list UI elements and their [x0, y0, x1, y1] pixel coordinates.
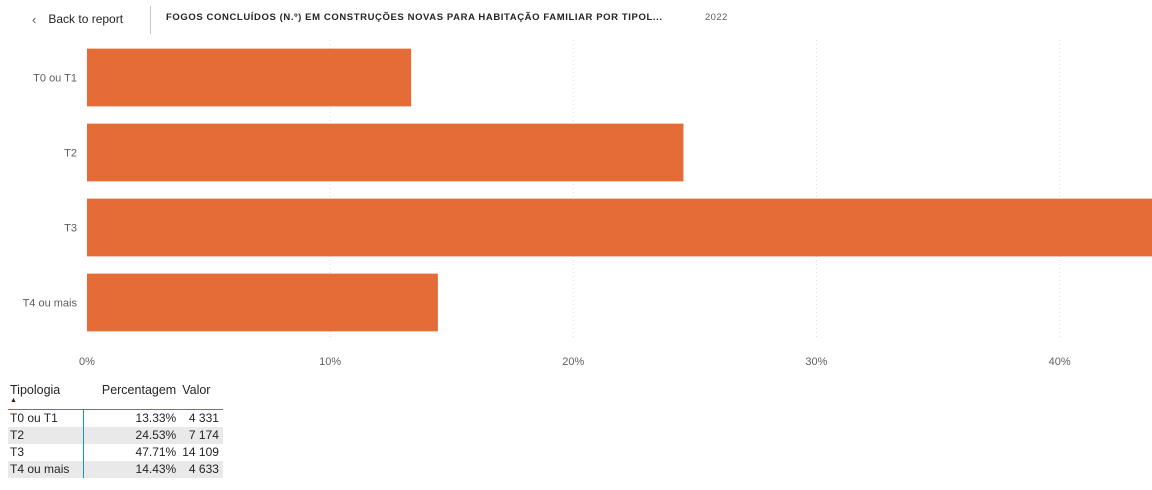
year-label: 2022 — [705, 12, 728, 23]
cell-tipologia: T3 — [8, 444, 85, 461]
bar[interactable] — [87, 273, 438, 332]
cell-tipologia: T4 ou mais — [8, 461, 85, 478]
y-category-label: T0 ou T1 — [33, 73, 77, 85]
cell-percentagem: 14.43% — [135, 462, 177, 476]
top-bar: ‹ Back to report FOGOS CONCLUÍDOS (N.º) … — [0, 0, 1152, 38]
column-header-valor[interactable]: Valor — [182, 383, 211, 397]
cell-tipologia: T0 ou T1 — [8, 409, 85, 427]
table-row[interactable]: T4 ou mais 14.43% 4 633 — [8, 461, 223, 478]
visual-title: FOGOS CONCLUÍDOS (N.º) EM CONSTRUÇÕES NO… — [166, 12, 663, 23]
bar[interactable] — [87, 48, 412, 107]
divider — [150, 6, 151, 34]
back-to-report-button[interactable]: ‹ Back to report — [32, 10, 123, 28]
y-category-label: T3 — [64, 223, 77, 235]
column-header-percentagem[interactable]: Percentagem — [101, 383, 177, 397]
cell-percentagem: 24.53% — [135, 428, 177, 442]
data-table: Tipologia ▲ Percentagem Valor T0 ou T1 1… — [8, 379, 223, 478]
cell-percentagem: 47.71% — [135, 445, 177, 459]
y-category-label: T2 — [64, 148, 77, 160]
table-row[interactable]: T3 47.71% 14 109 — [8, 444, 223, 461]
cell-tipologia: T2 — [8, 427, 85, 444]
column-header-tipologia[interactable]: Tipologia ▲ — [8, 379, 84, 410]
x-tick-label: 10% — [319, 356, 341, 368]
cell-valor: 4 331 — [188, 411, 219, 425]
x-tick-label: 0% — [79, 356, 95, 368]
bar[interactable] — [87, 123, 684, 182]
table-row[interactable]: T0 ou T1 13.33% 4 331 — [8, 409, 223, 427]
chevron-left-icon: ‹ — [32, 11, 37, 27]
bar[interactable] — [87, 198, 1152, 257]
cell-valor: 4 633 — [188, 462, 219, 476]
bar-chart: 0% 10% 20% 30% 40% T0 ou T1 T2 T3 T4 ou mais — [23, 40, 1152, 368]
x-tick-label: 20% — [562, 356, 584, 368]
back-label: Back to report — [48, 12, 124, 26]
table-row[interactable]: T2 24.53% 7 174 — [8, 427, 223, 444]
cell-valor: 14 109 — [182, 445, 219, 459]
cell-percentagem: 13.33% — [135, 411, 177, 425]
x-tick-label: 30% — [805, 356, 827, 368]
sort-ascending-icon: ▲ — [10, 397, 17, 404]
cell-valor: 7 174 — [188, 428, 219, 442]
y-category-label: T4 ou mais — [23, 298, 78, 310]
table-header-row: Tipologia ▲ Percentagem Valor — [8, 379, 223, 410]
x-tick-label: 40% — [1049, 356, 1071, 368]
